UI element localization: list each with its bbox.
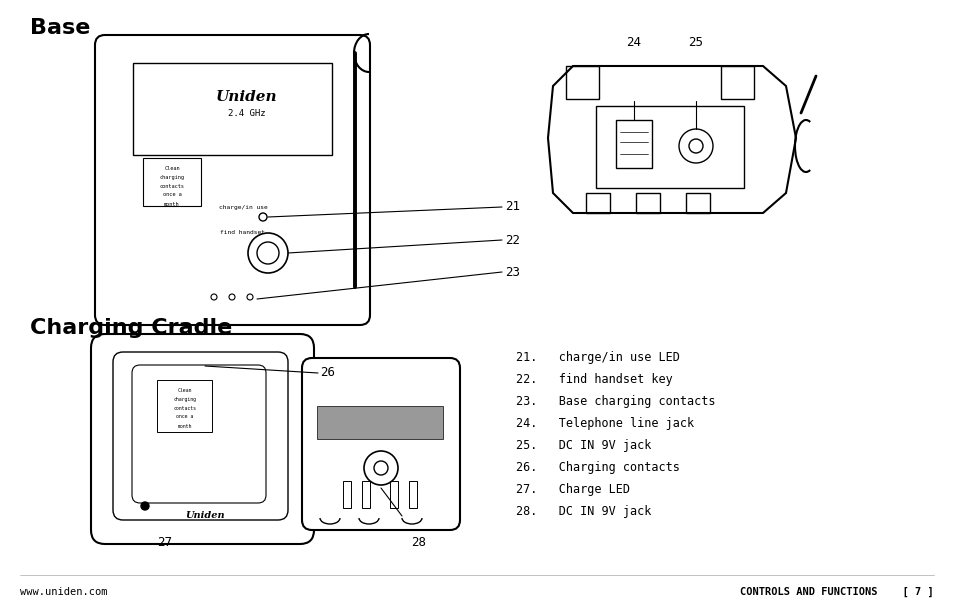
Text: month: month <box>177 424 192 429</box>
Text: Clean: Clean <box>164 165 179 170</box>
Text: Charging Cradle: Charging Cradle <box>30 318 232 338</box>
FancyBboxPatch shape <box>132 365 266 503</box>
Text: once a: once a <box>162 193 181 198</box>
Text: 26.   Charging contacts: 26. Charging contacts <box>516 461 679 474</box>
Text: 22: 22 <box>504 233 519 246</box>
Text: 27.   Charge LED: 27. Charge LED <box>516 483 629 497</box>
Text: 28.   DC IN 9V jack: 28. DC IN 9V jack <box>516 505 651 519</box>
FancyBboxPatch shape <box>302 358 459 530</box>
Bar <box>316 406 442 439</box>
Text: 28: 28 <box>411 536 426 550</box>
Text: Uniden: Uniden <box>185 511 225 520</box>
Text: once a: once a <box>176 415 193 420</box>
Bar <box>565 66 598 99</box>
Text: 21: 21 <box>504 201 519 213</box>
Text: find handset: find handset <box>220 230 265 235</box>
Bar <box>361 481 370 508</box>
Text: 2.4 GHz: 2.4 GHz <box>228 108 266 117</box>
Bar <box>409 481 416 508</box>
Polygon shape <box>547 66 795 213</box>
Text: 21.   charge/in use LED: 21. charge/in use LED <box>516 351 679 365</box>
Ellipse shape <box>141 502 149 510</box>
Bar <box>636 193 659 213</box>
Text: charge/in use: charge/in use <box>218 204 267 210</box>
Text: 24: 24 <box>626 36 640 49</box>
Bar <box>616 120 651 168</box>
Text: www.uniden.com: www.uniden.com <box>20 587 108 597</box>
Text: 23.   Base charging contacts: 23. Base charging contacts <box>516 395 715 409</box>
Bar <box>390 481 397 508</box>
Text: contacts: contacts <box>159 184 184 188</box>
Bar <box>343 481 351 508</box>
FancyBboxPatch shape <box>112 352 288 520</box>
Bar <box>585 193 609 213</box>
Text: month: month <box>164 201 179 207</box>
Text: charging: charging <box>159 174 184 179</box>
FancyBboxPatch shape <box>91 334 314 544</box>
Bar <box>132 63 332 155</box>
Bar <box>685 193 709 213</box>
Text: 27: 27 <box>157 536 172 550</box>
Text: 25: 25 <box>688 36 702 49</box>
Text: 23: 23 <box>504 266 519 278</box>
Text: 24.   Telephone line jack: 24. Telephone line jack <box>516 418 694 430</box>
Text: charging: charging <box>173 396 196 401</box>
Bar <box>720 66 753 99</box>
Bar <box>596 106 743 188</box>
FancyBboxPatch shape <box>95 35 370 325</box>
Text: 26: 26 <box>319 367 335 379</box>
Text: CONTROLS AND FUNCTIONS    [ 7 ]: CONTROLS AND FUNCTIONS [ 7 ] <box>740 587 933 597</box>
Text: contacts: contacts <box>173 406 196 410</box>
Bar <box>157 380 212 432</box>
Text: 25.   DC IN 9V jack: 25. DC IN 9V jack <box>516 440 651 452</box>
Bar <box>143 158 201 206</box>
Text: 22.   find handset key: 22. find handset key <box>516 373 672 387</box>
Text: Clean: Clean <box>177 387 192 393</box>
Text: Uniden: Uniden <box>216 90 277 104</box>
Text: Base: Base <box>30 18 91 38</box>
